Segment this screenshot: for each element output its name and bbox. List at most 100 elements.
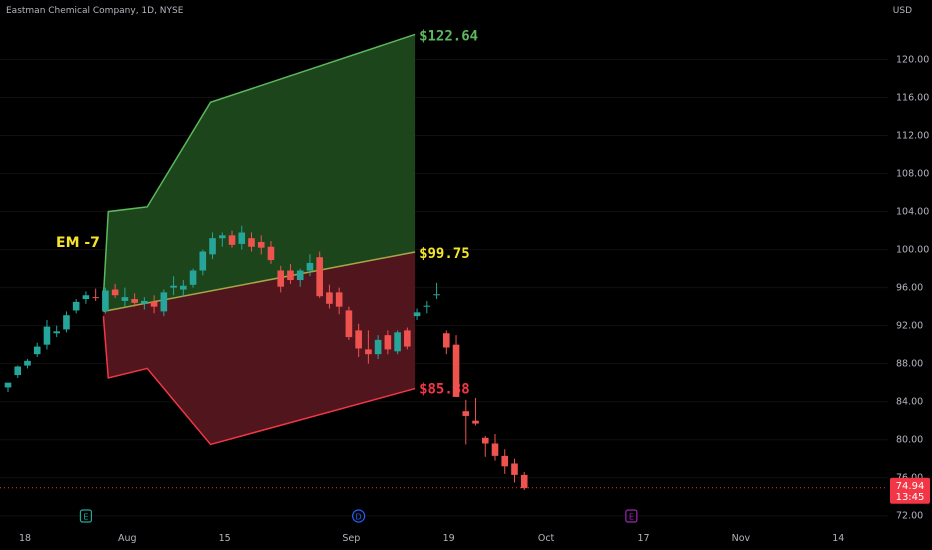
event-marker-letter: E — [83, 513, 88, 522]
candle — [257, 235, 265, 255]
candle-body — [355, 330, 362, 349]
candle-body — [199, 251, 207, 271]
candle-body — [433, 294, 440, 296]
candle — [209, 232, 216, 260]
candle-body — [501, 455, 509, 467]
candle — [218, 232, 226, 247]
candle-body — [491, 443, 499, 456]
candle — [511, 458, 518, 483]
candle — [413, 308, 421, 320]
event-marker: E — [79, 509, 93, 523]
candle — [121, 287, 129, 307]
candle — [141, 297, 148, 310]
candle — [423, 300, 431, 314]
candle-body — [111, 289, 119, 296]
candle — [170, 276, 177, 296]
candle — [92, 288, 99, 301]
candle-body — [316, 257, 323, 297]
candle — [189, 268, 197, 288]
candle — [335, 287, 343, 315]
expected-move-mid-line — [103, 251, 416, 313]
candle — [238, 225, 246, 250]
candle-body — [287, 270, 294, 281]
candle — [452, 335, 460, 397]
candle-body — [374, 339, 382, 355]
time-tick-label: 14 — [832, 533, 844, 544]
candle-body — [384, 335, 392, 350]
event-marker-letter: E — [629, 513, 634, 522]
candle — [248, 232, 255, 252]
candle — [82, 291, 90, 304]
candle — [111, 283, 119, 299]
candle — [326, 284, 333, 309]
candle-body — [335, 292, 343, 307]
candle — [24, 358, 31, 369]
expected-move-lower-line — [102, 316, 416, 446]
candle-body — [413, 312, 421, 317]
candle — [131, 293, 138, 307]
candle-body — [43, 326, 51, 345]
candle-body — [365, 349, 372, 355]
candle — [63, 311, 70, 333]
candle-body — [257, 242, 265, 248]
candle-body — [102, 290, 109, 312]
price-tick-label: 96.00 — [896, 283, 923, 294]
price-tick-label: 104.00 — [896, 207, 929, 218]
candle — [180, 280, 187, 298]
candle-body — [277, 270, 285, 287]
candle — [160, 289, 168, 317]
candle — [4, 382, 12, 393]
last-price-value: 74.94 — [896, 481, 925, 492]
candle-body — [72, 301, 80, 311]
candle — [53, 325, 60, 338]
candle-body — [14, 366, 22, 376]
candle-body — [443, 333, 450, 348]
candle-body — [131, 299, 138, 303]
candle — [481, 435, 489, 457]
candle — [199, 249, 207, 276]
candle — [462, 399, 470, 445]
candle-body — [218, 235, 226, 239]
candle — [72, 299, 80, 314]
candle-body — [462, 411, 470, 416]
price-tick-label: 72.00 — [896, 511, 923, 522]
candle-body — [160, 292, 168, 312]
price-tick-label: 88.00 — [896, 359, 923, 370]
candle — [14, 365, 22, 378]
candle — [472, 397, 479, 426]
candle-body — [209, 238, 216, 255]
candle — [443, 330, 450, 355]
candle-body — [345, 310, 353, 338]
expected-move-upper-line — [102, 33, 416, 298]
candle-body — [520, 474, 528, 489]
symbol-title: Eastman Chemical Company, 1D, NYSE — [6, 6, 184, 16]
candle-body — [326, 292, 333, 304]
candle-body — [306, 262, 314, 271]
candle-body — [33, 346, 41, 355]
price-tick-label: 92.00 — [896, 321, 923, 332]
candle — [394, 330, 401, 355]
expected-move-title: EM -7 — [56, 235, 100, 251]
time-tick-label: Aug — [118, 533, 137, 544]
candle — [491, 434, 499, 461]
candle-body — [4, 382, 12, 388]
candle-body — [53, 331, 60, 334]
candle-body — [92, 297, 99, 299]
earnings-marker-icon — [625, 509, 638, 523]
candle-body — [481, 437, 489, 444]
candle — [501, 449, 509, 474]
candle — [306, 254, 314, 277]
time-tick-label: Oct — [538, 533, 555, 544]
candle-body — [423, 305, 431, 307]
price-tick-label: 112.00 — [896, 131, 929, 142]
time-axis: 18 Aug 15 Sep 19 Oct 17 Nov 14 — [19, 533, 844, 544]
event-marker-letter: D — [356, 513, 362, 522]
event-marker: D — [352, 509, 366, 523]
expected-move-mid-label: $99.75 — [419, 246, 470, 262]
candle — [33, 342, 41, 358]
time-tick-label: 17 — [637, 533, 649, 544]
candle-body — [170, 285, 177, 288]
candle — [384, 330, 392, 355]
